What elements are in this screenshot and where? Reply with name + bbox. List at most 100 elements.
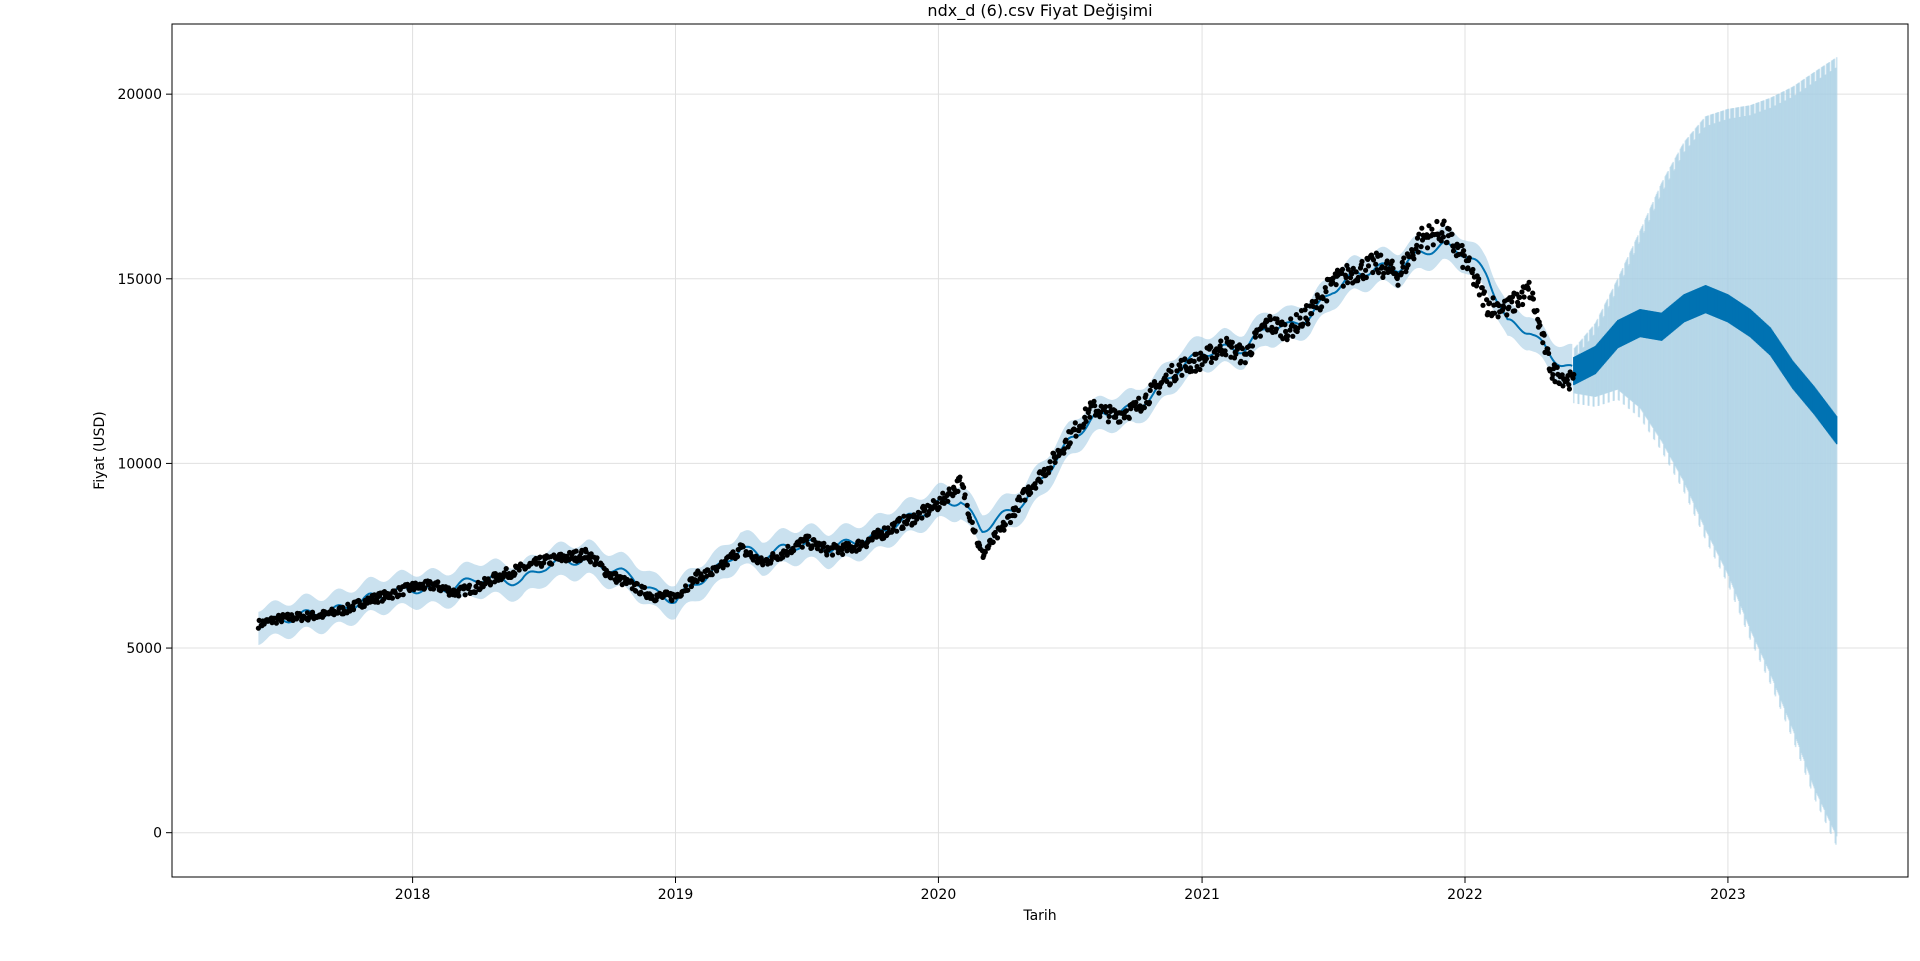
actual-point: [791, 548, 797, 554]
actual-point: [389, 595, 395, 601]
actual-point: [1349, 271, 1355, 277]
actual-point: [1063, 437, 1069, 443]
actual-point: [1117, 419, 1123, 425]
actual-point: [1097, 414, 1103, 420]
actual-point: [1092, 403, 1098, 409]
actual-point: [1229, 339, 1235, 345]
actual-point: [1052, 459, 1058, 465]
actual-point: [1208, 344, 1214, 350]
actual-point: [1491, 310, 1498, 316]
actual-point: [1182, 356, 1188, 362]
actual-point: [1189, 368, 1195, 374]
actual-point: [1224, 335, 1230, 341]
actual-point: [1479, 285, 1485, 291]
actual-point: [1566, 386, 1572, 392]
actual-point: [1002, 522, 1009, 528]
actual-point: [1239, 346, 1245, 352]
actual-point: [1238, 358, 1244, 364]
actual-point: [1083, 418, 1089, 424]
actual-point: [835, 550, 841, 556]
actual-point: [1419, 225, 1425, 231]
actual-point: [1222, 348, 1228, 354]
x-tick-label: 2020: [921, 887, 957, 903]
actual-point: [1416, 231, 1422, 237]
actual-point: [1028, 490, 1034, 496]
actual-point: [901, 513, 907, 519]
actual-point: [516, 567, 522, 573]
actual-point: [820, 544, 826, 550]
actual-point: [1273, 326, 1279, 332]
actual-point: [466, 582, 473, 588]
actual-point: [1430, 242, 1436, 248]
actual-point: [1322, 285, 1328, 291]
actual-point: [1103, 409, 1109, 415]
actual-point: [1545, 346, 1551, 352]
actual-point: [541, 560, 547, 566]
actual-point: [1470, 266, 1476, 273]
actual-point: [1373, 261, 1379, 267]
actual-point: [1501, 304, 1507, 310]
actual-point: [1193, 351, 1199, 357]
actual-point: [922, 506, 928, 512]
actual-point: [1048, 465, 1054, 471]
x-tick-label: 2022: [1447, 887, 1483, 903]
actual-point: [1384, 258, 1390, 264]
actual-point: [1012, 513, 1018, 519]
actual-point: [1460, 264, 1466, 270]
actual-point: [1566, 382, 1572, 388]
actual-point: [1504, 312, 1510, 318]
actual-point: [381, 596, 387, 602]
actual-point: [1283, 328, 1289, 335]
actual-point: [1218, 338, 1224, 344]
actual-point: [1517, 294, 1523, 300]
actual-point: [1405, 262, 1411, 268]
actual-point: [1143, 392, 1149, 398]
actual-point: [669, 597, 675, 604]
actual-point: [896, 515, 903, 522]
actual-point: [1297, 315, 1303, 321]
actual-point: [350, 607, 357, 613]
actual-point: [1285, 333, 1291, 339]
actual-point: [1564, 377, 1570, 383]
actual-point: [1242, 360, 1248, 366]
actual-point: [1287, 327, 1293, 333]
actual-point: [964, 502, 970, 508]
actual-point: [809, 543, 816, 549]
actual-point: [1163, 372, 1169, 378]
actual-point: [634, 581, 640, 587]
actual-point: [1136, 395, 1142, 401]
actual-point: [683, 583, 689, 589]
actual-point: [1324, 298, 1330, 304]
actual-point: [1033, 485, 1039, 491]
actual-point: [1126, 415, 1132, 421]
actual-point: [824, 552, 830, 558]
actual-point: [1449, 231, 1455, 237]
actual-point: [881, 525, 888, 531]
actual-point: [1173, 376, 1179, 382]
actual-point: [972, 528, 978, 534]
actual-point: [688, 583, 695, 590]
actual-point: [1554, 364, 1560, 370]
actual-point: [1345, 280, 1351, 286]
actual-point: [1429, 226, 1435, 232]
actual-point: [1512, 308, 1518, 314]
actual-point: [1480, 302, 1486, 308]
x-axis-ticks: 2018 2019 2020 2021 2022 2023: [395, 877, 1746, 903]
actual-point: [961, 484, 967, 490]
actual-point: [1395, 282, 1401, 288]
y-axis-label: Fiyat (USD): [92, 411, 108, 490]
actual-point: [1541, 332, 1547, 338]
actual-point: [1546, 350, 1552, 356]
actual-point: [1438, 238, 1444, 244]
actual-point: [1146, 399, 1153, 406]
actual-point: [1490, 295, 1496, 301]
y-tick-label: 0: [153, 826, 162, 842]
plot-frame: [171, 23, 1909, 878]
actual-point: [1476, 292, 1482, 298]
actual-point: [1217, 343, 1223, 349]
actual-point: [1350, 265, 1356, 271]
actual-point: [1376, 270, 1382, 276]
actual-point: [1414, 235, 1421, 241]
actual-point: [1370, 257, 1377, 263]
actual-point: [456, 593, 462, 599]
